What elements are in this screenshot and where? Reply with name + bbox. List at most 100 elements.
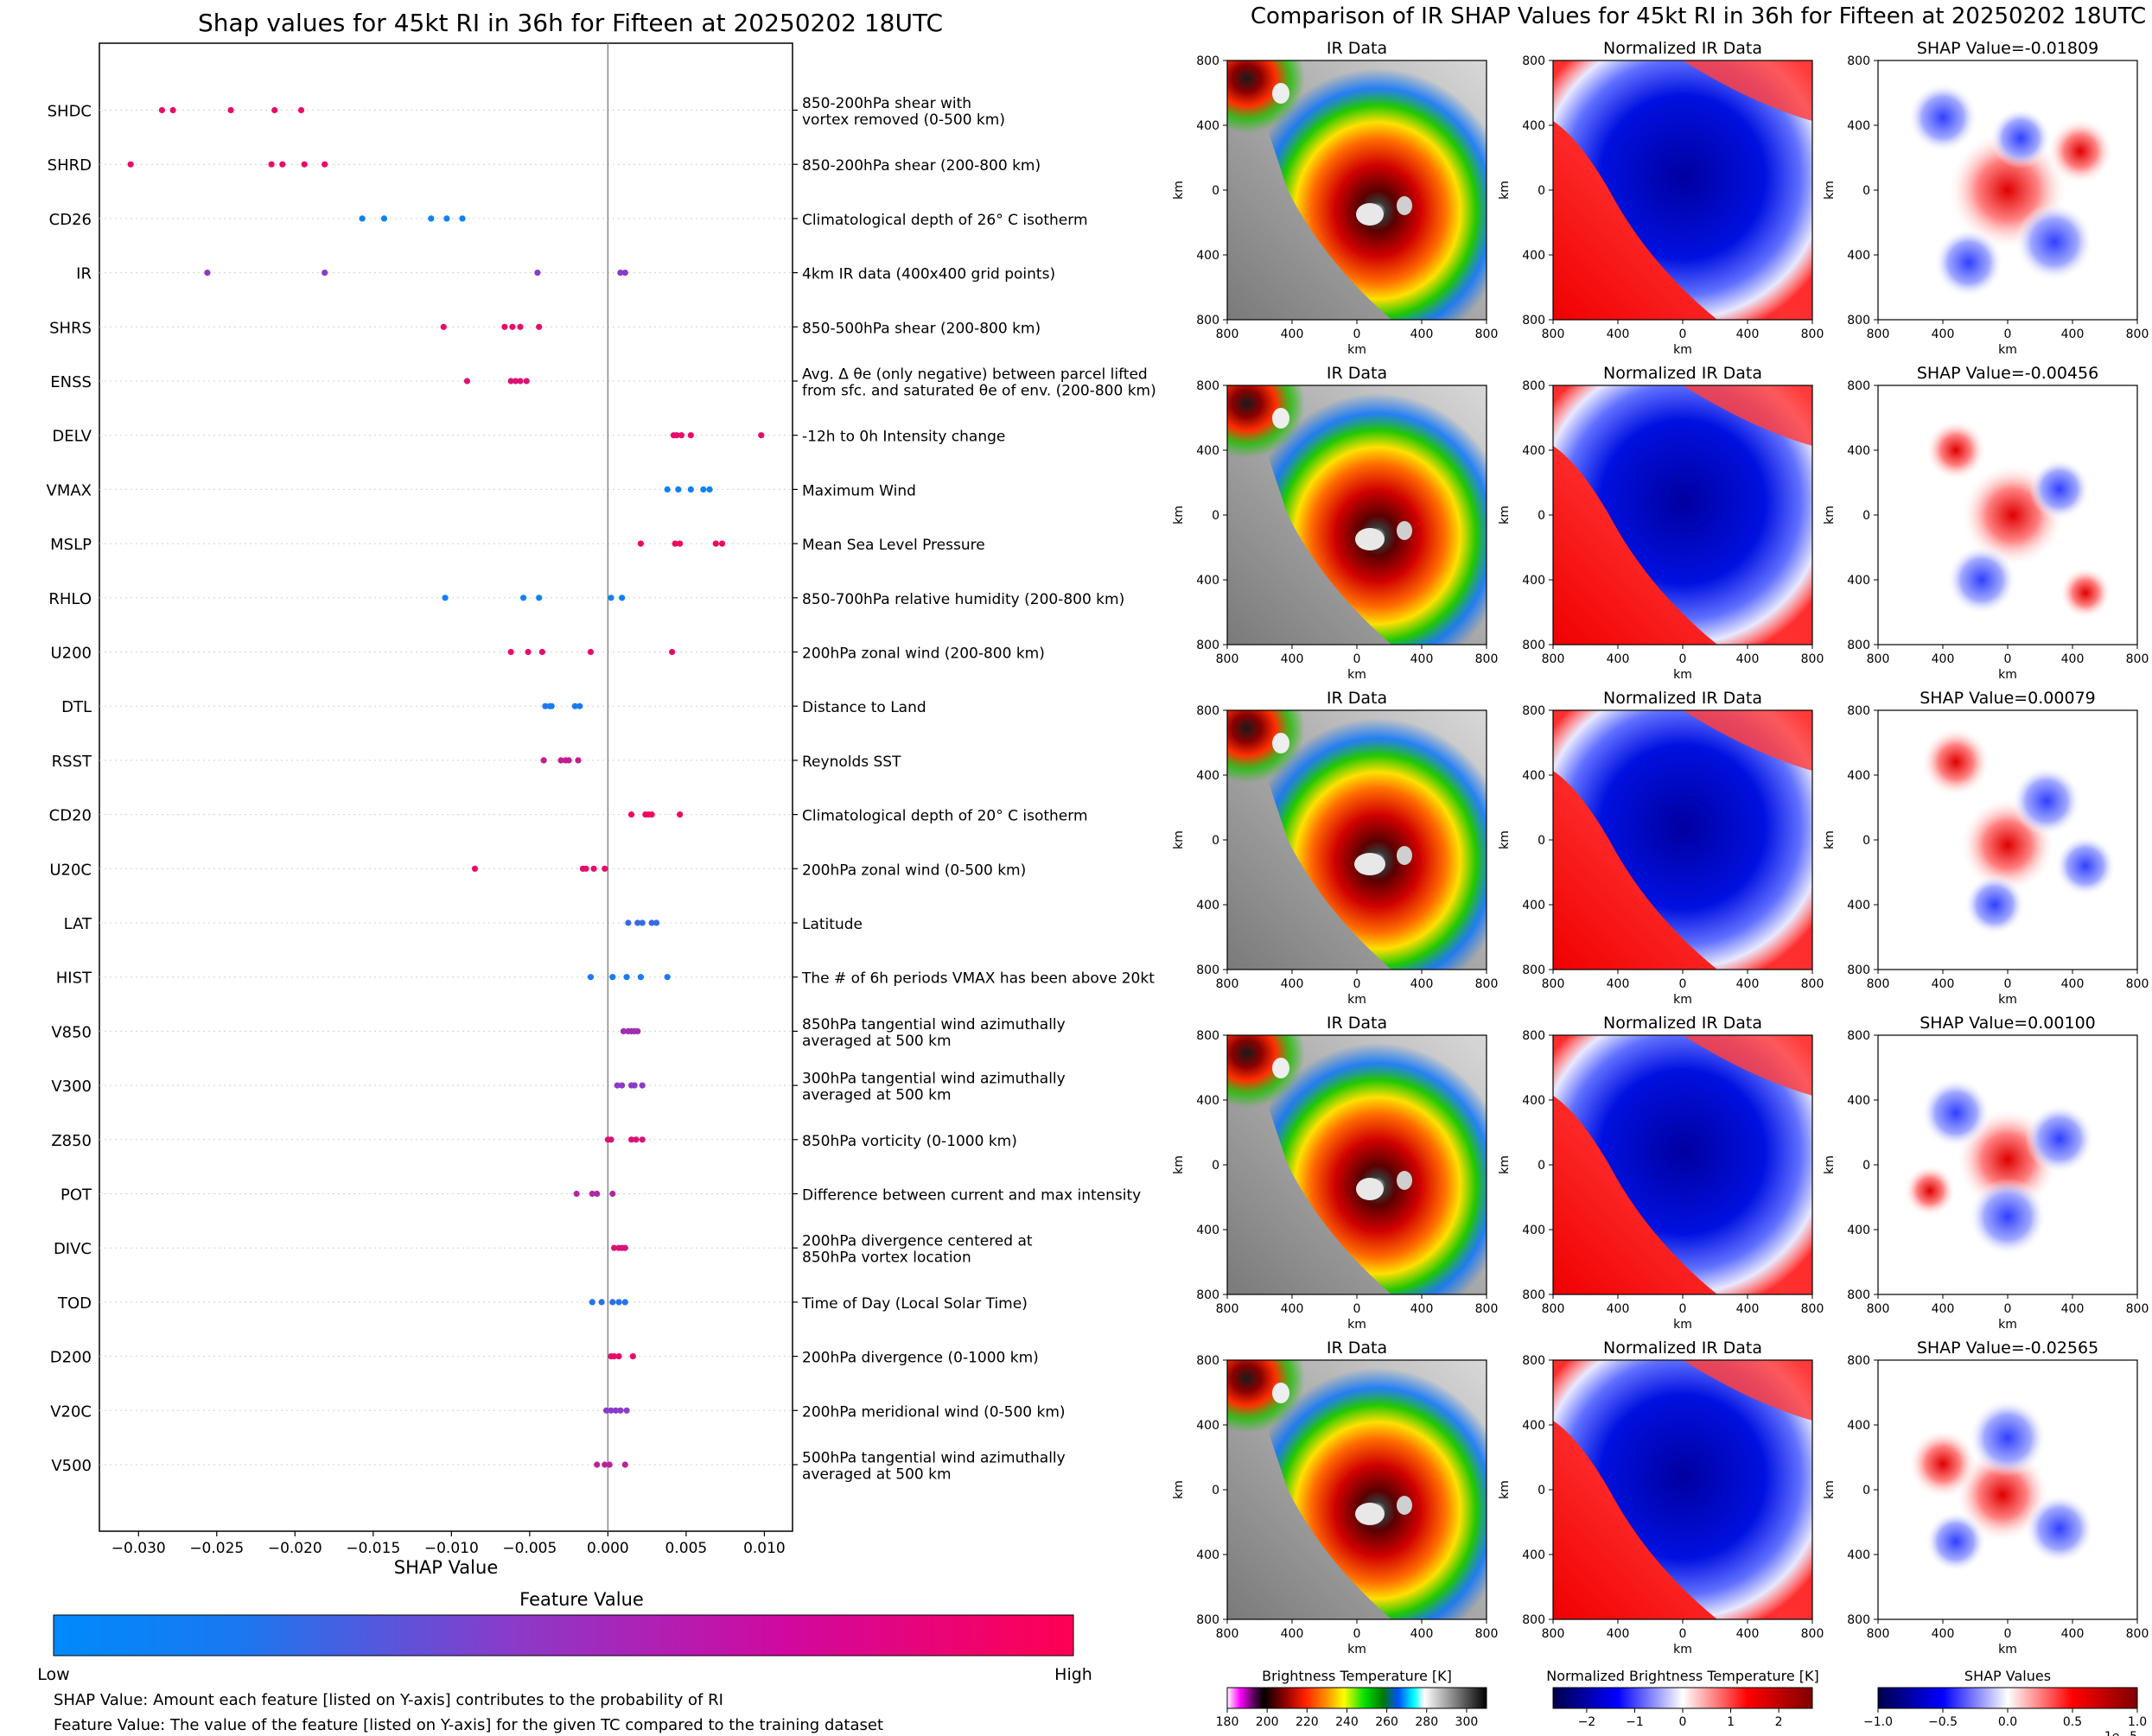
x-tick-label: 800 bbox=[2126, 1302, 2149, 1316]
norm-warm-region bbox=[1683, 1360, 1812, 1421]
shap-point bbox=[625, 919, 632, 926]
x-tick-label: 400 bbox=[1736, 1627, 1760, 1641]
y-tick-label: 400 bbox=[1847, 119, 1870, 133]
feature-code-label: RSST bbox=[52, 753, 92, 771]
norm-warm-region bbox=[1683, 1035, 1812, 1096]
colorbar-tick-label: −1.0 bbox=[1863, 1715, 1893, 1729]
y-tick-label: 800 bbox=[1196, 639, 1219, 652]
ir-cold-top bbox=[1397, 1496, 1412, 1515]
norm-warm-region bbox=[1683, 385, 1812, 446]
feature-description-label: -12h to 0h Intensity change bbox=[802, 429, 1005, 446]
panel: 80080040040000400400800800kmkmNormalized… bbox=[1498, 1014, 1824, 1332]
colorbar-tick-label: 240 bbox=[1335, 1715, 1359, 1729]
colorbar-tick-label: 1.0 bbox=[2128, 1715, 2147, 1729]
shap-point bbox=[614, 1082, 621, 1089]
x-tick-label: 400 bbox=[2061, 1627, 2085, 1641]
x-tick-label: 800 bbox=[1542, 1627, 1565, 1641]
shap-region bbox=[2015, 203, 2093, 281]
shap-region bbox=[1926, 420, 1986, 480]
shap-point bbox=[322, 270, 328, 277]
shap-point bbox=[575, 757, 582, 764]
shap-point bbox=[463, 378, 471, 385]
shap-point bbox=[608, 1407, 614, 1414]
y-tick-label: 800 bbox=[1522, 639, 1545, 652]
feature-description-label: 850hPa tangential wind azimuthally bbox=[802, 1016, 1066, 1033]
shap-point bbox=[633, 1136, 640, 1143]
feature-code-label: DELV bbox=[52, 428, 92, 446]
shap-point bbox=[440, 323, 447, 330]
norm-cold-region bbox=[1553, 60, 1812, 320]
shap-point bbox=[700, 486, 707, 493]
shap-point bbox=[297, 106, 305, 114]
y-tick-label: 800 bbox=[1847, 704, 1870, 718]
y-axis-label: km bbox=[1172, 181, 1186, 200]
shap-point bbox=[617, 270, 624, 277]
ir-cold-top bbox=[1272, 83, 1289, 104]
y-tick-label: 0 bbox=[1538, 834, 1545, 848]
shap-point bbox=[611, 1244, 618, 1251]
y-axis-label: km bbox=[1172, 1480, 1186, 1499]
y-tick-label: 800 bbox=[1196, 963, 1219, 977]
norm-cold-region bbox=[1553, 1360, 1812, 1619]
x-axis-label: km bbox=[1998, 1643, 2017, 1657]
feature-description-label: 850-700hPa relative humidity (200-800 km… bbox=[802, 591, 1124, 608]
feature-description-label: 200hPa zonal wind (200-800 km) bbox=[802, 645, 1045, 663]
x-tick-label: −0.010 bbox=[424, 1540, 479, 1557]
shap-point bbox=[648, 811, 655, 818]
ir-cold-top bbox=[1397, 1171, 1412, 1190]
x-tick-label: 0 bbox=[1353, 1302, 1361, 1316]
feature-code-label: V500 bbox=[51, 1457, 92, 1475]
x-tick-label: 800 bbox=[1801, 977, 1824, 991]
shap-point bbox=[648, 919, 655, 926]
y-axis-label: km bbox=[1498, 830, 1512, 849]
y-axis-label: km bbox=[1498, 1155, 1512, 1174]
shap-region bbox=[2060, 567, 2111, 619]
y-tick-label: 800 bbox=[1522, 314, 1545, 327]
y-tick-label: 400 bbox=[1847, 249, 1870, 263]
shap-point bbox=[634, 919, 641, 926]
y-tick-label: 400 bbox=[1522, 899, 1545, 913]
colorbar-gradient bbox=[1552, 1687, 1813, 1709]
y-axis-label: km bbox=[1498, 1480, 1512, 1499]
shap-point bbox=[608, 595, 614, 601]
shap-point bbox=[673, 432, 680, 439]
x-tick-label: 0 bbox=[1679, 1302, 1687, 1316]
y-tick-label: 0 bbox=[1212, 1159, 1219, 1173]
y-axis-label: km bbox=[1498, 506, 1512, 525]
shap-point bbox=[459, 215, 466, 222]
feature-description-label: 850hPa vorticity (0-1000 km) bbox=[802, 1133, 1017, 1150]
panel-colorbars: Brightness Temperature [K] 180 200 220 240 26… bbox=[1216, 1668, 2148, 1736]
x-tick-label: 400 bbox=[1736, 977, 1760, 991]
x-tick-label: 400 bbox=[1736, 327, 1760, 341]
x-axis-label: km bbox=[1347, 343, 1366, 357]
x-tick-label: 400 bbox=[1607, 1302, 1630, 1316]
shap-point bbox=[623, 1407, 630, 1414]
y-axis-label: km bbox=[1823, 1480, 1837, 1499]
feature-description-label: averaged at 500 km bbox=[802, 1087, 952, 1104]
x-tick-label: 0 bbox=[1679, 327, 1687, 341]
x-tick-label: 800 bbox=[1542, 652, 1565, 666]
ir-cold-top bbox=[1397, 846, 1412, 865]
colorbar-title: Brightness Temperature [K] bbox=[1262, 1668, 1452, 1684]
shap-point bbox=[471, 865, 479, 872]
ir-cold-top bbox=[1272, 1058, 1289, 1078]
shap-point bbox=[525, 648, 532, 656]
shap-point bbox=[158, 106, 166, 114]
shap-point bbox=[301, 161, 308, 168]
y-tick-label: 800 bbox=[1847, 314, 1870, 327]
y-tick-label: 800 bbox=[1522, 1613, 1545, 1627]
x-tick-label: 400 bbox=[1932, 1302, 1955, 1316]
x-tick-label: 800 bbox=[2126, 977, 2149, 991]
feature-description-label: vortex removed (0-500 km) bbox=[802, 111, 1005, 129]
shap-region bbox=[1904, 1165, 1956, 1217]
feature-description-label: 200hPa meridional wind (0-500 km) bbox=[802, 1403, 1066, 1421]
x-tick-label: 400 bbox=[1932, 652, 1955, 666]
ir-cloud-cluster bbox=[1227, 710, 1357, 831]
y-tick-label: 400 bbox=[1522, 119, 1545, 133]
x-tick-label: 800 bbox=[1216, 977, 1239, 991]
shap-point bbox=[322, 161, 328, 168]
